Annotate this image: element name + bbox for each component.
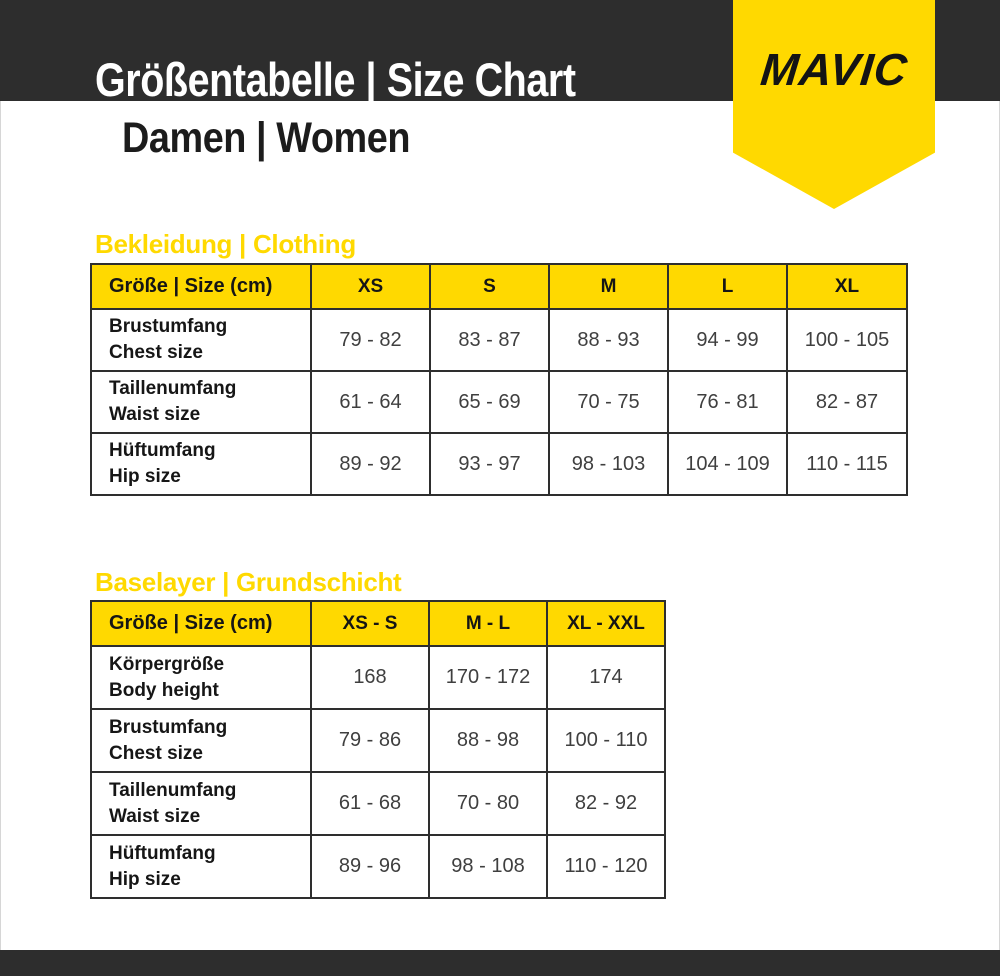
table-row-waist: Taillenumfang Waist size 61 - 64 65 - 69… bbox=[90, 370, 908, 434]
cell-waist-xl: 82 - 87 bbox=[786, 370, 908, 434]
row-label-en: Body height bbox=[109, 679, 219, 701]
row-label-height: Körpergröße Body height bbox=[90, 645, 312, 710]
cell-waist-s: 65 - 69 bbox=[429, 370, 550, 434]
row-label-en: Hip size bbox=[109, 868, 181, 890]
row-label-waist: Taillenumfang Waist size bbox=[90, 370, 312, 434]
table-row-waist: Taillenumfang Waist size 61 - 68 70 - 80… bbox=[90, 771, 666, 836]
cell-waist-xs: 61 - 64 bbox=[310, 370, 431, 434]
page-subtitle: Damen | Women bbox=[122, 114, 411, 162]
mavic-logo: MAVIC bbox=[757, 44, 911, 95]
cell-height-m-l: 170 - 172 bbox=[428, 645, 548, 710]
cell-waist-xs-s: 61 - 68 bbox=[310, 771, 430, 836]
cell-waist-xl-xxl: 82 - 92 bbox=[546, 771, 666, 836]
cell-hip-xs: 89 - 92 bbox=[310, 432, 431, 496]
section-heading-baselayer: Baselayer | Grundschicht bbox=[95, 567, 402, 597]
row-label-de: Taillenumfang bbox=[109, 779, 237, 801]
row-label-en: Hip size bbox=[109, 466, 181, 487]
column-header-m: M bbox=[548, 263, 669, 310]
brand-ribbon: MAVIC bbox=[733, 0, 935, 209]
row-label-en: Chest size bbox=[109, 342, 203, 363]
cell-chest-m-l: 88 - 98 bbox=[428, 708, 548, 773]
cell-waist-l: 76 - 81 bbox=[667, 370, 788, 434]
cell-hip-m-l: 98 - 108 bbox=[428, 834, 548, 899]
row-label-en: Chest size bbox=[109, 742, 203, 764]
row-label-de: Körpergröße bbox=[109, 653, 225, 675]
row-label-de: Hüftumfang bbox=[109, 842, 216, 864]
cell-waist-m-l: 70 - 80 bbox=[428, 771, 548, 836]
cell-chest-l: 94 - 99 bbox=[667, 308, 788, 372]
column-header-l: L bbox=[667, 263, 788, 310]
cell-chest-xl: 100 - 105 bbox=[786, 308, 908, 372]
cell-chest-xs: 79 - 82 bbox=[310, 308, 431, 372]
baselayer-size-table: Größe | Size (cm) XS - S M - L XL - XXL … bbox=[90, 600, 666, 899]
table-row-chest: Brustumfang Chest size 79 - 86 88 - 98 1… bbox=[90, 708, 666, 773]
cell-chest-xl-xxl: 100 - 110 bbox=[546, 708, 666, 773]
column-header-s: S bbox=[429, 263, 550, 310]
cell-hip-s: 93 - 97 bbox=[429, 432, 550, 496]
row-label-hip: Hüftumfang Hip size bbox=[90, 432, 312, 496]
column-header-xs-s: XS - S bbox=[310, 600, 430, 647]
cell-waist-m: 70 - 75 bbox=[548, 370, 669, 434]
cell-height-xl-xxl: 174 bbox=[546, 645, 666, 710]
cell-chest-xs-s: 79 - 86 bbox=[310, 708, 430, 773]
column-header-size: Größe | Size (cm) bbox=[90, 263, 312, 310]
table-row-hip: Hüftumfang Hip size 89 - 92 93 - 97 98 -… bbox=[90, 432, 908, 496]
table-row-hip: Hüftumfang Hip size 89 - 96 98 - 108 110… bbox=[90, 834, 666, 899]
cell-hip-m: 98 - 103 bbox=[548, 432, 669, 496]
cell-hip-xl: 110 - 115 bbox=[786, 432, 908, 496]
table-header-row: Größe | Size (cm) XS - S M - L XL - XXL bbox=[90, 600, 666, 647]
cell-hip-xl-xxl: 110 - 120 bbox=[546, 834, 666, 899]
row-label-en: Waist size bbox=[109, 805, 201, 827]
row-label-de: Hüftumfang bbox=[109, 440, 216, 462]
cell-chest-s: 83 - 87 bbox=[429, 308, 550, 372]
cell-hip-l: 104 - 109 bbox=[667, 432, 788, 496]
row-label-de: Brustumfang bbox=[109, 716, 228, 738]
column-header-size: Größe | Size (cm) bbox=[90, 600, 312, 647]
row-label-en: Waist size bbox=[109, 404, 201, 425]
column-header-xs: XS bbox=[310, 263, 431, 310]
column-header-xl: XL bbox=[786, 263, 908, 310]
cell-chest-m: 88 - 93 bbox=[548, 308, 669, 372]
table-row-height: Körpergröße Body height 168 170 - 172 17… bbox=[90, 645, 666, 710]
row-label-waist: Taillenumfang Waist size bbox=[90, 771, 312, 836]
page-title: Größentabelle | Size Chart bbox=[95, 53, 576, 106]
footer-band bbox=[0, 950, 1000, 976]
cell-height-xs-s: 168 bbox=[310, 645, 430, 710]
clothing-size-table: Größe | Size (cm) XS S M L XL Brustumfan… bbox=[90, 263, 908, 496]
table-header-row: Größe | Size (cm) XS S M L XL bbox=[90, 263, 908, 310]
row-label-de: Taillenumfang bbox=[109, 378, 237, 400]
row-label-de: Brustumfang bbox=[109, 316, 228, 338]
row-label-chest: Brustumfang Chest size bbox=[90, 708, 312, 773]
column-header-m-l: M - L bbox=[428, 600, 548, 647]
row-label-hip: Hüftumfang Hip size bbox=[90, 834, 312, 899]
row-label-chest: Brustumfang Chest size bbox=[90, 308, 312, 372]
table-row-chest: Brustumfang Chest size 79 - 82 83 - 87 8… bbox=[90, 308, 908, 372]
cell-hip-xs-s: 89 - 96 bbox=[310, 834, 430, 899]
column-header-xl-xxl: XL - XXL bbox=[546, 600, 666, 647]
section-heading-clothing: Bekleidung | Clothing bbox=[95, 229, 356, 259]
